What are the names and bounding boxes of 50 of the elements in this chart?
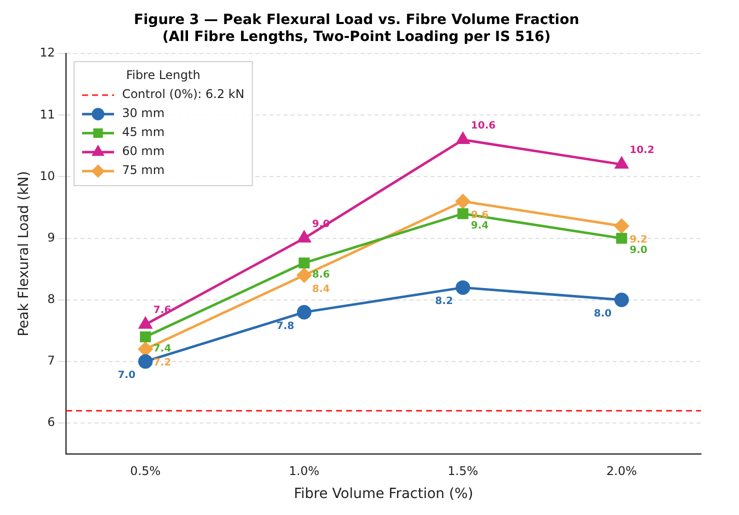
data-label: 7.2 (153, 358, 172, 369)
x-tick-label: 2.0% (606, 464, 637, 478)
chart-title: Figure 3 — Peak Flexural Load vs. Fibre Volume Fraction (134, 12, 580, 28)
y-tick-label: 10 (40, 168, 56, 183)
legend-label: Control (0%): 6.2 kN (122, 87, 244, 102)
data-label: 9.4 (470, 220, 489, 232)
point (298, 231, 311, 243)
data-label: 10.6 (470, 120, 496, 132)
x-tick-label: 0.5% (130, 464, 161, 478)
y-tick-label: 6 (47, 415, 56, 430)
point (296, 304, 312, 320)
point (138, 354, 153, 369)
point (298, 257, 310, 268)
data-label: 8.6 (312, 270, 330, 281)
legend-title: Fibre Length (126, 68, 200, 82)
data-label: 7.8 (276, 320, 294, 332)
legend-label: 30 mm (122, 106, 165, 120)
data-label: 7.0 (118, 370, 136, 382)
point (456, 194, 470, 209)
data-label: 8.4 (312, 284, 330, 295)
point (456, 280, 470, 295)
data-label: 7.4 (153, 343, 172, 354)
point (140, 331, 151, 342)
y-tick-label: 7 (47, 354, 56, 368)
y-tick-label: 11 (40, 107, 56, 122)
x-tick-label: 1.0% (288, 464, 320, 478)
data-label: 9.0 (630, 244, 648, 256)
point (457, 208, 468, 220)
point (614, 218, 629, 234)
y-tick-label: 9 (47, 230, 56, 244)
point (138, 317, 152, 329)
point (138, 342, 153, 356)
point (296, 268, 312, 282)
chart-subtitle: (All Fibre Lengths, Two-Point Loading per IS 516) (162, 28, 551, 45)
x-axis-title: Fibre Volume Fraction (%) (294, 486, 474, 502)
data-label: 10.2 (630, 145, 654, 156)
point (616, 232, 628, 244)
legend-label: 75 mm (122, 163, 165, 178)
x-tick-label: 1.5% (448, 464, 478, 478)
legend-label: 45 mm (122, 125, 165, 140)
data-label: 8.0 (594, 308, 612, 320)
point (615, 157, 628, 169)
point (456, 132, 470, 144)
y-tick-label: 12 (40, 46, 56, 60)
legend-label: 60 mm (122, 144, 165, 158)
point (614, 292, 629, 308)
y-tick-label: 8 (47, 292, 56, 306)
data-label: 8.2 (435, 296, 453, 308)
data-label: 9.2 (630, 234, 648, 246)
y-axis-title: Peak Flexural Load (kN) (16, 171, 32, 336)
